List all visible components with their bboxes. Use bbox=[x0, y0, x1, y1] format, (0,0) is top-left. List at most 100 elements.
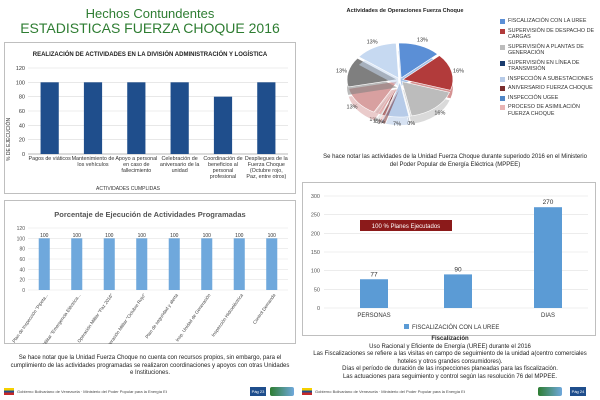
pie-slice-side bbox=[381, 89, 399, 123]
legend-swatch bbox=[500, 44, 505, 50]
legend-item: INSPECCIÓN UGEE bbox=[500, 95, 598, 102]
pie-slice-side bbox=[381, 89, 400, 124]
x-tick-label: Coordinación de beneficios al personal p… bbox=[203, 156, 243, 180]
data-label: 100 bbox=[268, 233, 277, 239]
bar bbox=[266, 238, 278, 290]
x-tick-label: Operación Militar "Paz 2016" bbox=[76, 292, 114, 343]
bar bbox=[40, 82, 59, 154]
legend-label: SUPERVISIÓN EN LÍNEA DE TRANSMISIÓN bbox=[508, 59, 580, 73]
footer-logo-text-left: Gobierno Bolivariano de Venezuela · Mini… bbox=[17, 389, 167, 394]
pie-chart-title: Actividades de Operaciones Fuerza Choque bbox=[346, 8, 464, 14]
page-badge-right: Pág 24 bbox=[570, 387, 586, 396]
legend-item: SUPERVISIÓN DE DESPACHO DE CARGAS bbox=[500, 28, 598, 41]
fiscalizacion-text: Uso Racional y Eficiente de Energía (URE… bbox=[313, 343, 587, 380]
pie-slice-label: 13% bbox=[347, 104, 358, 110]
x-tick-label: Plan de Inspección "Pipeta... bbox=[11, 293, 49, 344]
logo-icon-right bbox=[538, 387, 562, 396]
x-tick-label-box: Coordinación de beneficios al personal p… bbox=[203, 156, 243, 180]
y-tick-label: 120 bbox=[16, 66, 25, 72]
bar bbox=[83, 82, 103, 154]
x-tick-label-box: Celebración de aniversario de la unidad bbox=[160, 156, 200, 174]
y-tick-label: 50 bbox=[314, 287, 320, 293]
page-title-line2: ESTADISTICAS FUERZA CHOQUE 2016 bbox=[20, 20, 280, 36]
x-tick-label: DIAS bbox=[541, 313, 555, 319]
bar bbox=[213, 96, 233, 154]
pie-slice bbox=[402, 55, 454, 91]
left-caption: Se hace notar que la Unidad Fuerza Choqu… bbox=[10, 355, 290, 376]
bar bbox=[168, 238, 180, 290]
legend-label: INSPECCIÓN A SUBESTACIONES bbox=[508, 75, 593, 82]
y-tick-label: 200 bbox=[311, 231, 320, 237]
pie-slice-side bbox=[378, 89, 399, 123]
legend-swatch bbox=[500, 60, 505, 66]
x-tick-label: Pagos de viáticos bbox=[28, 156, 71, 162]
x-tick-label: Mantenimiento de los vehículos bbox=[71, 156, 115, 168]
bar bbox=[360, 279, 388, 308]
legend-label: FISCALIZACIÓN CON LA UREE bbox=[508, 18, 587, 24]
y-tick-label: 300 bbox=[311, 194, 320, 200]
fiscalizacion-chart-frame bbox=[302, 182, 596, 336]
y-tick-label: 60 bbox=[19, 257, 25, 263]
execution-percentage-chart: 0 20 40 60 80 100 120 100 100 100 100 100 100 100 100 P… bbox=[11, 226, 288, 344]
bar bbox=[136, 238, 148, 290]
pie-slice-label: 16% bbox=[434, 111, 445, 117]
y-tick-label: 100 bbox=[17, 236, 26, 242]
pie-slice-label: 13% bbox=[417, 37, 428, 43]
y-tick-label: 60 bbox=[19, 109, 25, 115]
bar bbox=[103, 238, 115, 290]
data-label: 100 bbox=[138, 233, 147, 239]
y-tick-label: 100 bbox=[16, 80, 25, 86]
footer-logo-text-right: Gobierno Bolivariano de Venezuela · Mini… bbox=[315, 389, 465, 394]
y-tick-label: 120 bbox=[17, 226, 26, 232]
y-tick-label: 20 bbox=[19, 138, 25, 144]
bar bbox=[257, 82, 276, 154]
legend-item: FISCALIZACIÓN CON LA UREE bbox=[500, 18, 598, 25]
x-tick-label: Inspección Hidroeléctrica bbox=[211, 292, 245, 337]
pie-slice-side bbox=[375, 89, 399, 122]
annotation-text: 100 % Planes Ejecutados bbox=[372, 224, 440, 230]
legend-swatch bbox=[500, 76, 505, 82]
x-tick-label-box: Apoyo a personal en caso de fallecimient… bbox=[115, 156, 157, 174]
data-label: 100 bbox=[73, 233, 82, 239]
y-tick-label: 100 bbox=[311, 269, 320, 275]
legend-label: FISCALIZACIÓN CON LA UREE bbox=[412, 324, 499, 331]
legend-swatch bbox=[500, 95, 505, 101]
data-label: 100 bbox=[40, 233, 49, 239]
admin-activities-chart: 0 20 40 60 80 100 120 Pagos de viáticos Mantenim… bbox=[5, 66, 288, 192]
bar bbox=[170, 82, 189, 154]
admin-chart-title: REALIZACIÓN DE ACTIVIDADES EN LA DIVISIÓ… bbox=[32, 52, 268, 58]
data-label: 100 bbox=[170, 233, 179, 239]
x-tick-label: Despliegues de la Fuerza Choque (Octubre… bbox=[244, 156, 288, 180]
bar bbox=[444, 274, 472, 308]
legend-swatch bbox=[500, 19, 505, 24]
data-label: 90 bbox=[454, 266, 462, 273]
legend-label: INSPECCIÓN UGEE bbox=[508, 94, 559, 101]
execution-chart-title: Porcentaje de Ejecución de Actividades P… bbox=[54, 210, 246, 219]
admin-chart-frame bbox=[4, 42, 296, 194]
legend-item: INSPECCIÓN A SUBESTACIONES bbox=[500, 76, 598, 83]
legend-label: SUPERVISIÓN A PLANTAS DE GENERACIÓN bbox=[508, 43, 584, 57]
legend-item: SUPERVISIÓN EN LÍNEA DE TRANSMISIÓN bbox=[500, 60, 598, 73]
legend-label: ANIVERSARIO FUERZA CHOQUE bbox=[508, 85, 593, 91]
pie-slice bbox=[358, 42, 399, 79]
legend-label: PROCESO DE ASIMILACIÓN FUERZA CHOQUE bbox=[508, 104, 580, 117]
annotation-badge bbox=[360, 220, 452, 231]
y-tick-label: 80 bbox=[19, 247, 25, 253]
pie-slice bbox=[346, 57, 399, 88]
x-tick-label: Insp. Unidad de Generación bbox=[175, 292, 212, 342]
legend-item: PROCESO DE ASIMILACIÓN FUERZA CHOQUE bbox=[500, 104, 598, 117]
flag-icon bbox=[4, 388, 14, 395]
y-tick-label: 40 bbox=[19, 267, 25, 273]
page-badge-left: Pág 23 bbox=[250, 387, 266, 396]
pie-slice-label: 0% bbox=[407, 121, 415, 127]
page-title-line1: Hechos Contundentes bbox=[85, 6, 215, 21]
bar bbox=[233, 238, 245, 290]
legend-label: SUPERVISIÓN DE DESPACHO DE CARGAS bbox=[508, 27, 595, 41]
pie-slice bbox=[401, 81, 451, 117]
bar bbox=[71, 238, 83, 290]
footer-right: Gobierno Bolivariano de Venezuela · Mini… bbox=[302, 386, 596, 398]
x-tick-label: Control Demanda bbox=[252, 292, 277, 325]
data-label: 100 bbox=[105, 233, 114, 239]
legend-swatch bbox=[500, 105, 505, 110]
x-tick-label-box: Pagos de viáticos bbox=[28, 156, 71, 162]
